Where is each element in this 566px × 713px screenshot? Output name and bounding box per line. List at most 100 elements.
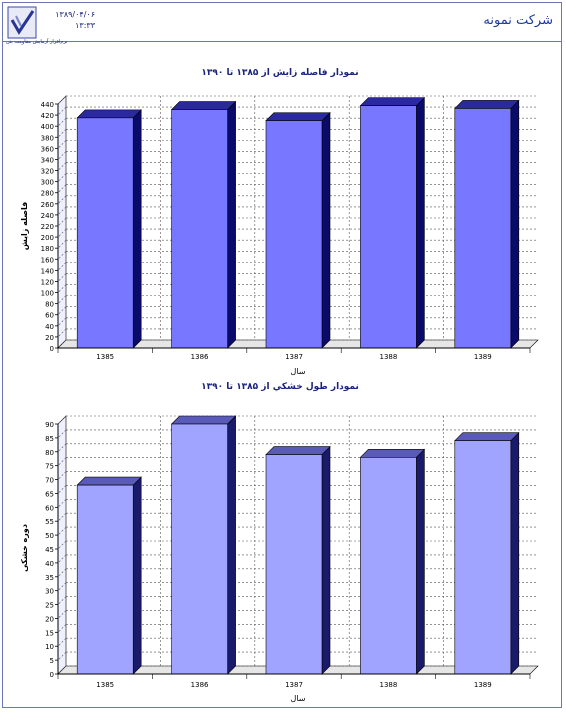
chart-1-ytick-label: 340	[41, 156, 54, 164]
chart-1-gridline-diag	[57, 95, 67, 105]
chart-2-ytick-label: 85	[45, 435, 54, 443]
chart-2-bar	[360, 457, 417, 675]
chart-1-ytick-label: 400	[41, 123, 54, 131]
chart-1-bar-side	[227, 100, 236, 349]
chart-2-ytick-label: 75	[45, 463, 54, 471]
chart-2-bar-top	[170, 415, 237, 425]
chart-1-ytick-label: 140	[41, 267, 54, 275]
chart-1-xtick-label: 1389	[474, 353, 492, 361]
chart-1-ytick-label: 440	[41, 101, 54, 109]
chart-1-ytick-label: 380	[41, 134, 54, 142]
chart-2-xtick-label: 1388	[379, 681, 397, 689]
chart-1-bar-top	[170, 101, 237, 110]
chart-2-ytick-label: 35	[45, 574, 54, 582]
chart-2-gridline-diag	[57, 485, 67, 494]
chart-1-gridline-diag	[57, 328, 67, 338]
chart-2-bar	[171, 423, 228, 675]
chart-1-title: نمودار فاصله زایش از ۱۳۸۵ تا ۱۳۹۰	[201, 68, 359, 78]
chart-2-bar-top	[359, 449, 426, 458]
chart-2-gridline-diag	[57, 665, 67, 675]
chart-1-bar	[171, 109, 228, 349]
chart-2-ytick-label: 90	[45, 421, 54, 429]
chart-2-ytick-label: 25	[45, 602, 54, 610]
time-line: ۱۳:۳۳	[75, 21, 95, 30]
chart-1-bar-top	[76, 109, 142, 119]
chart-1-gridline-diag	[57, 273, 67, 282]
chart-2-bar-top	[454, 432, 520, 441]
chart-1-xtick-label: 1386	[191, 353, 209, 361]
chart-1-gridline-diag	[57, 239, 67, 249]
chart-2-y-axis-title: دوره خشکی	[20, 524, 29, 572]
chart-1-gridline-diag	[57, 117, 67, 127]
chart-1-gridline-diag	[57, 295, 67, 304]
chart-1-bar-top	[454, 100, 520, 109]
chart-1-bar-side	[416, 96, 425, 349]
chart-2-gridline-diag	[57, 596, 67, 605]
chart-2-ytick-label: 30	[45, 588, 54, 596]
chart-1-gridline-diag	[57, 228, 67, 238]
chart-1-ytick-label: 100	[41, 290, 54, 298]
chart-1-gridline-diag	[57, 217, 67, 227]
chart-1-gridline-diag	[57, 262, 67, 271]
chart-2-bar	[265, 454, 323, 675]
chart-1-ytick-label: 360	[41, 145, 54, 153]
chart-2-ytick-label: 60	[45, 504, 54, 512]
chart-1-gridline-diag	[57, 284, 67, 293]
chart-2-gridline-diag	[57, 415, 67, 425]
chart-1-bar	[265, 120, 323, 349]
chart-1-ytick-label: 0	[50, 345, 54, 353]
chart-2-ytick-label: 10	[45, 643, 54, 651]
date-line: ۱۳۸۹/۰۴/۰۶	[55, 10, 95, 19]
chart-1-ytick-label: 20	[45, 334, 54, 342]
tagline: نرم‌افزار آزمایش مقاومت بتن	[6, 39, 68, 45]
chart-1-ytick-label: 180	[41, 245, 54, 253]
chart-2-bar	[76, 484, 134, 675]
chart-2-gridline-diag	[57, 582, 67, 591]
chart-2-ytick-label: 70	[45, 477, 54, 485]
chart-2-bar-side	[416, 448, 425, 675]
chart-2-bar-side	[510, 431, 520, 675]
chart-2-xtick-label: 1386	[191, 681, 209, 689]
chart-1-gridline-diag	[57, 106, 67, 116]
chart-2-gridline-diag	[57, 568, 67, 577]
chart-1-gridline-diag	[57, 151, 67, 160]
chart-2-xtick-label: 1389	[474, 681, 492, 689]
chart-2-ytick-label: 15	[45, 629, 54, 637]
chart-1-x-axis-title: سال	[291, 367, 306, 376]
chart-2-bar-side	[321, 445, 331, 675]
chart-2-gridline-diag	[57, 443, 67, 452]
chart-1-ytick-label: 280	[41, 190, 54, 198]
chart-1-ytick-label: 420	[41, 112, 54, 120]
chart-2-bar-top	[265, 446, 331, 455]
report-header: ۱۳۸۹/۰۴/۰۶ ۱۳:۳۳ شرکت نمونه	[3, 3, 561, 42]
chart-1-ytick-label: 120	[41, 278, 54, 286]
chart-1-xtick-label: 1385	[96, 353, 114, 361]
chart-1-gridline-diag	[57, 184, 67, 193]
chart-2-gridline-diag	[57, 499, 67, 508]
chart-2-ytick-label: 5	[50, 657, 54, 665]
chart-1-ytick-label: 300	[41, 179, 54, 187]
chart-1-gridline-diag	[57, 317, 67, 327]
chart-1-gridline-diag	[57, 162, 67, 171]
chart-1-bar-side	[132, 109, 142, 349]
chart-2-gridline-diag	[57, 526, 67, 536]
chart-2-bar	[454, 440, 512, 675]
report-date: ۱۳۸۹/۰۴/۰۶ ۱۳:۳۳	[53, 9, 95, 31]
chart-2-xtick-label: 1387	[285, 681, 303, 689]
chart-2-ytick-label: 50	[45, 532, 54, 540]
chart-1-bar-top	[265, 112, 331, 121]
chart-1-bar	[76, 117, 134, 349]
chart-1-gridline-diag	[57, 206, 67, 216]
chart-1-ytick-label: 320	[41, 168, 54, 176]
chart-1-bar-side	[321, 111, 331, 349]
chart-2-bar-side	[132, 476, 142, 675]
chart-2-gridline-diag	[57, 457, 67, 466]
chart-1-ytick-label: 80	[45, 301, 54, 309]
chart-2-gridline-diag	[57, 638, 67, 647]
chart-1-ytick-label: 40	[45, 323, 54, 331]
chart-1-gridline-diag	[57, 129, 67, 138]
chart-1-y-axis-title: فاصله زایش	[20, 202, 30, 251]
chart-2-ytick-label: 0	[50, 671, 54, 679]
chart-2-ytick-label: 65	[45, 490, 54, 498]
